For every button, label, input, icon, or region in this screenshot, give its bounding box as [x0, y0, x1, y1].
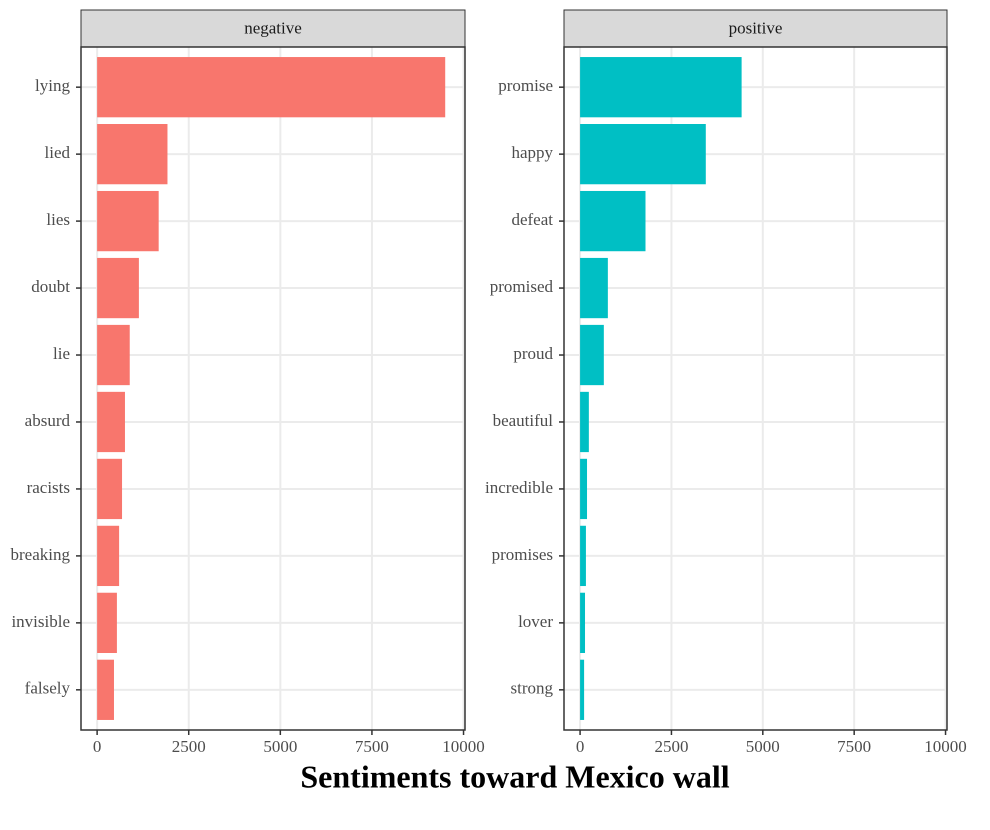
bar	[97, 659, 114, 720]
chart-title: Sentiments toward Mexico wall	[300, 758, 729, 794]
bar	[580, 257, 608, 319]
bar	[580, 659, 585, 720]
y-tick-label: racists	[27, 478, 70, 497]
x-tick-label: 10000	[924, 737, 967, 756]
bar	[580, 124, 706, 185]
strip	[563, 9, 948, 48]
bar	[97, 525, 120, 587]
y-tick-label: invisible	[11, 612, 70, 631]
y-tick-label: strong	[511, 679, 554, 698]
y-tick-label: lover	[518, 612, 553, 631]
bar	[97, 124, 168, 185]
x-tick-label: 5000	[263, 737, 297, 756]
y-tick-label: lie	[53, 344, 70, 363]
y-tick-label: incredible	[485, 478, 553, 497]
y-tick-label: defeat	[511, 210, 553, 229]
bar	[97, 57, 446, 118]
x-tick-label: 5000	[746, 737, 780, 756]
bar	[97, 324, 130, 386]
bar	[97, 391, 125, 453]
y-tick-label: proud	[513, 344, 553, 363]
x-tick-label: 2500	[654, 737, 688, 756]
y-tick-label: promised	[490, 277, 554, 296]
x-tick-label: 10000	[442, 737, 485, 756]
y-tick-label: doubt	[31, 277, 70, 296]
x-tick-label: 0	[93, 737, 102, 756]
panel-border	[80, 46, 466, 731]
y-tick-label: promises	[492, 545, 553, 564]
bar	[97, 190, 159, 252]
y-tick-label: lied	[45, 143, 71, 162]
y-tick-label: lying	[35, 76, 70, 95]
y-tick-label: promise	[498, 76, 553, 95]
facet-label: negative	[244, 18, 302, 37]
bar	[97, 458, 123, 520]
bar	[580, 190, 646, 252]
bar	[580, 324, 604, 386]
x-tick-label: 7500	[355, 737, 389, 756]
bar	[580, 592, 586, 653]
bar	[97, 592, 117, 653]
x-tick-label: 2500	[172, 737, 206, 756]
strip	[80, 9, 466, 48]
y-tick-label: absurd	[25, 411, 71, 430]
x-tick-label: 7500	[837, 737, 871, 756]
facet-label: positive	[729, 18, 783, 37]
y-tick-label: lies	[46, 210, 70, 229]
y-tick-label: breaking	[11, 545, 71, 564]
bar	[580, 391, 589, 453]
y-tick-label: beautiful	[493, 411, 554, 430]
y-tick-label: falsely	[25, 679, 71, 698]
y-tick-label: happy	[511, 143, 553, 162]
x-tick-label: 0	[576, 737, 585, 756]
bar	[580, 525, 586, 587]
bar	[580, 57, 742, 118]
bar	[97, 257, 139, 319]
bar	[580, 458, 588, 520]
panel-border	[563, 46, 948, 731]
